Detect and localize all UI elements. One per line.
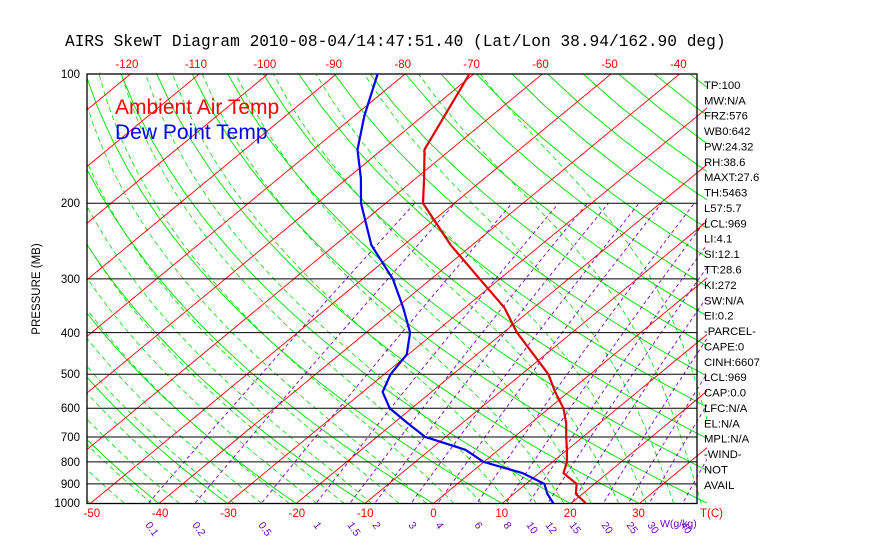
svg-text:MW:N/A: MW:N/A: [704, 95, 746, 107]
svg-text:-70: -70: [463, 59, 480, 71]
svg-text:MPL:N/A: MPL:N/A: [704, 434, 750, 446]
svg-text:30: 30: [632, 508, 645, 520]
svg-text:300: 300: [61, 274, 80, 286]
svg-text:-40: -40: [670, 59, 687, 71]
svg-text:-10: -10: [357, 508, 374, 520]
svg-text:-PARCEL-: -PARCEL-: [704, 326, 756, 338]
svg-text:-30: -30: [220, 508, 237, 520]
svg-text:-90: -90: [325, 59, 342, 71]
svg-text:10: 10: [495, 508, 508, 520]
svg-text:Dew Point Temp: Dew Point Temp: [115, 121, 268, 144]
svg-text:MAXT:27.6: MAXT:27.6: [704, 172, 759, 184]
svg-text:EI:0.2: EI:0.2: [704, 311, 734, 323]
svg-text:900: 900: [61, 479, 80, 491]
svg-text:500: 500: [61, 369, 80, 381]
svg-text:-60: -60: [532, 59, 549, 71]
svg-text:AVAIL: AVAIL: [704, 480, 734, 492]
svg-text:CAP:0.0: CAP:0.0: [704, 388, 746, 400]
svg-text:-100: -100: [253, 59, 276, 71]
svg-text:SW:N/A: SW:N/A: [704, 295, 744, 307]
svg-text:700: 700: [61, 432, 80, 444]
svg-text:KI:272: KI:272: [704, 280, 737, 292]
svg-text:LCL:969: LCL:969: [704, 372, 747, 384]
svg-text:L57:5.7: L57:5.7: [704, 203, 742, 215]
svg-text:RH:38.6: RH:38.6: [704, 157, 745, 169]
svg-text:-40: -40: [152, 508, 169, 520]
svg-text:-120: -120: [115, 59, 138, 71]
svg-text:-80: -80: [394, 59, 411, 71]
svg-text:0: 0: [430, 508, 436, 520]
svg-text:600: 600: [61, 403, 80, 415]
svg-text:CINH:6607: CINH:6607: [704, 357, 760, 369]
svg-text:NOT: NOT: [704, 465, 728, 477]
svg-text:EL:N/A: EL:N/A: [704, 418, 740, 430]
svg-text:-50: -50: [601, 59, 618, 71]
svg-text:-WIND-: -WIND-: [704, 449, 742, 461]
svg-text:200: 200: [61, 198, 80, 210]
svg-text:T(C): T(C): [700, 508, 723, 520]
svg-text:FRZ:576: FRZ:576: [704, 111, 748, 123]
svg-text:TP:100: TP:100: [704, 80, 740, 92]
svg-text:100: 100: [61, 69, 80, 81]
svg-text:20: 20: [564, 508, 577, 520]
svg-text:-50: -50: [83, 508, 100, 520]
svg-text:LCL:969: LCL:969: [704, 218, 747, 230]
svg-text:1000: 1000: [54, 498, 80, 510]
svg-text:W(g/kg): W(g/kg): [660, 518, 697, 530]
svg-text:LFC:N/A: LFC:N/A: [704, 403, 748, 415]
svg-text:CAPE:0: CAPE:0: [704, 341, 744, 353]
svg-text:TH:5463: TH:5463: [704, 188, 747, 200]
svg-text:-20: -20: [288, 508, 305, 520]
svg-text:Ambient Air Temp: Ambient Air Temp: [115, 96, 279, 119]
svg-text:PW:24.32: PW:24.32: [704, 141, 753, 153]
svg-text:-110: -110: [185, 59, 207, 71]
svg-text:400: 400: [61, 328, 80, 340]
svg-text:LI:4.1: LI:4.1: [704, 234, 732, 246]
svg-text:SI:12.1: SI:12.1: [704, 249, 740, 261]
svg-text:WB0:642: WB0:642: [704, 126, 750, 138]
svg-text:TT:28.6: TT:28.6: [704, 265, 742, 277]
svg-text:800: 800: [61, 457, 80, 469]
svg-text:PRESSURE (MB): PRESSURE (MB): [31, 243, 43, 335]
